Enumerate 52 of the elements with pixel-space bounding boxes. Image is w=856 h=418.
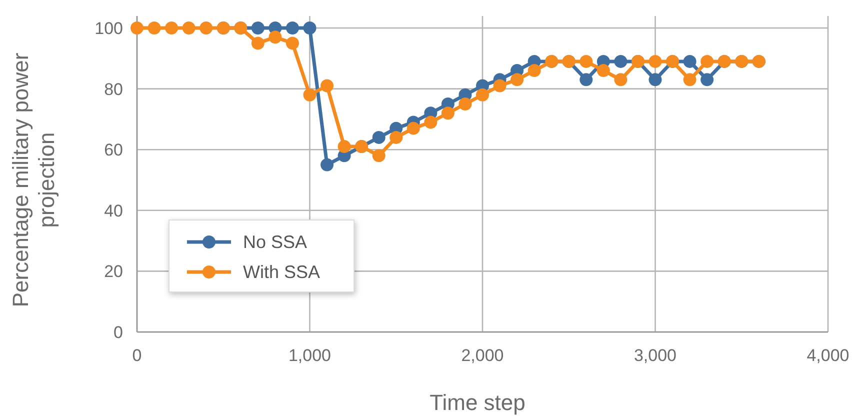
point: [251, 22, 264, 34]
x-tick-label: 1,000: [288, 346, 332, 365]
point: [648, 54, 662, 68]
point: [683, 54, 696, 68]
point: [614, 73, 628, 86]
point: [441, 106, 454, 120]
point: [596, 64, 610, 78]
x-axis-title: Time step: [430, 390, 526, 415]
y-tick-label: 40: [104, 201, 123, 220]
point: [200, 22, 213, 34]
point: [476, 88, 489, 102]
point: [614, 54, 628, 68]
x-tick-label: 4,000: [806, 346, 850, 365]
point: [528, 64, 541, 78]
x-tick-label: 2,000: [461, 346, 504, 365]
point: [390, 130, 403, 144]
y-axis-title: Percentage military power projection: [8, 52, 59, 308]
point: [268, 30, 282, 44]
point: [493, 79, 506, 92]
point: [251, 36, 264, 50]
point: [424, 116, 438, 129]
point: [580, 73, 593, 86]
point: [700, 73, 714, 86]
point: [148, 22, 161, 34]
point: [683, 73, 696, 86]
point: [286, 22, 299, 34]
point: [165, 22, 178, 34]
y-tick-label: 20: [104, 262, 123, 282]
point: [338, 140, 351, 154]
point: [372, 149, 386, 162]
point: [406, 122, 420, 135]
point: [182, 22, 196, 34]
point: [458, 98, 472, 110]
point: [648, 73, 662, 86]
legend-label: No SSA: [243, 232, 308, 252]
point: [303, 88, 316, 102]
point: [510, 73, 524, 86]
point: [372, 130, 386, 144]
legend-label: With SSA: [243, 262, 320, 282]
x-tick-label: 3,000: [634, 346, 677, 365]
point: [286, 36, 299, 50]
point: [320, 79, 334, 92]
y-tick-label: 80: [104, 80, 123, 99]
point: [700, 54, 714, 68]
point: [580, 54, 593, 68]
x-tick-label: 0: [132, 346, 142, 365]
point: [303, 22, 316, 34]
point: [320, 158, 334, 172]
y-tick-label: 60: [104, 140, 123, 160]
y-tick-label: 0: [114, 323, 123, 342]
point: [130, 22, 144, 34]
y-tick-label: 100: [94, 19, 123, 38]
